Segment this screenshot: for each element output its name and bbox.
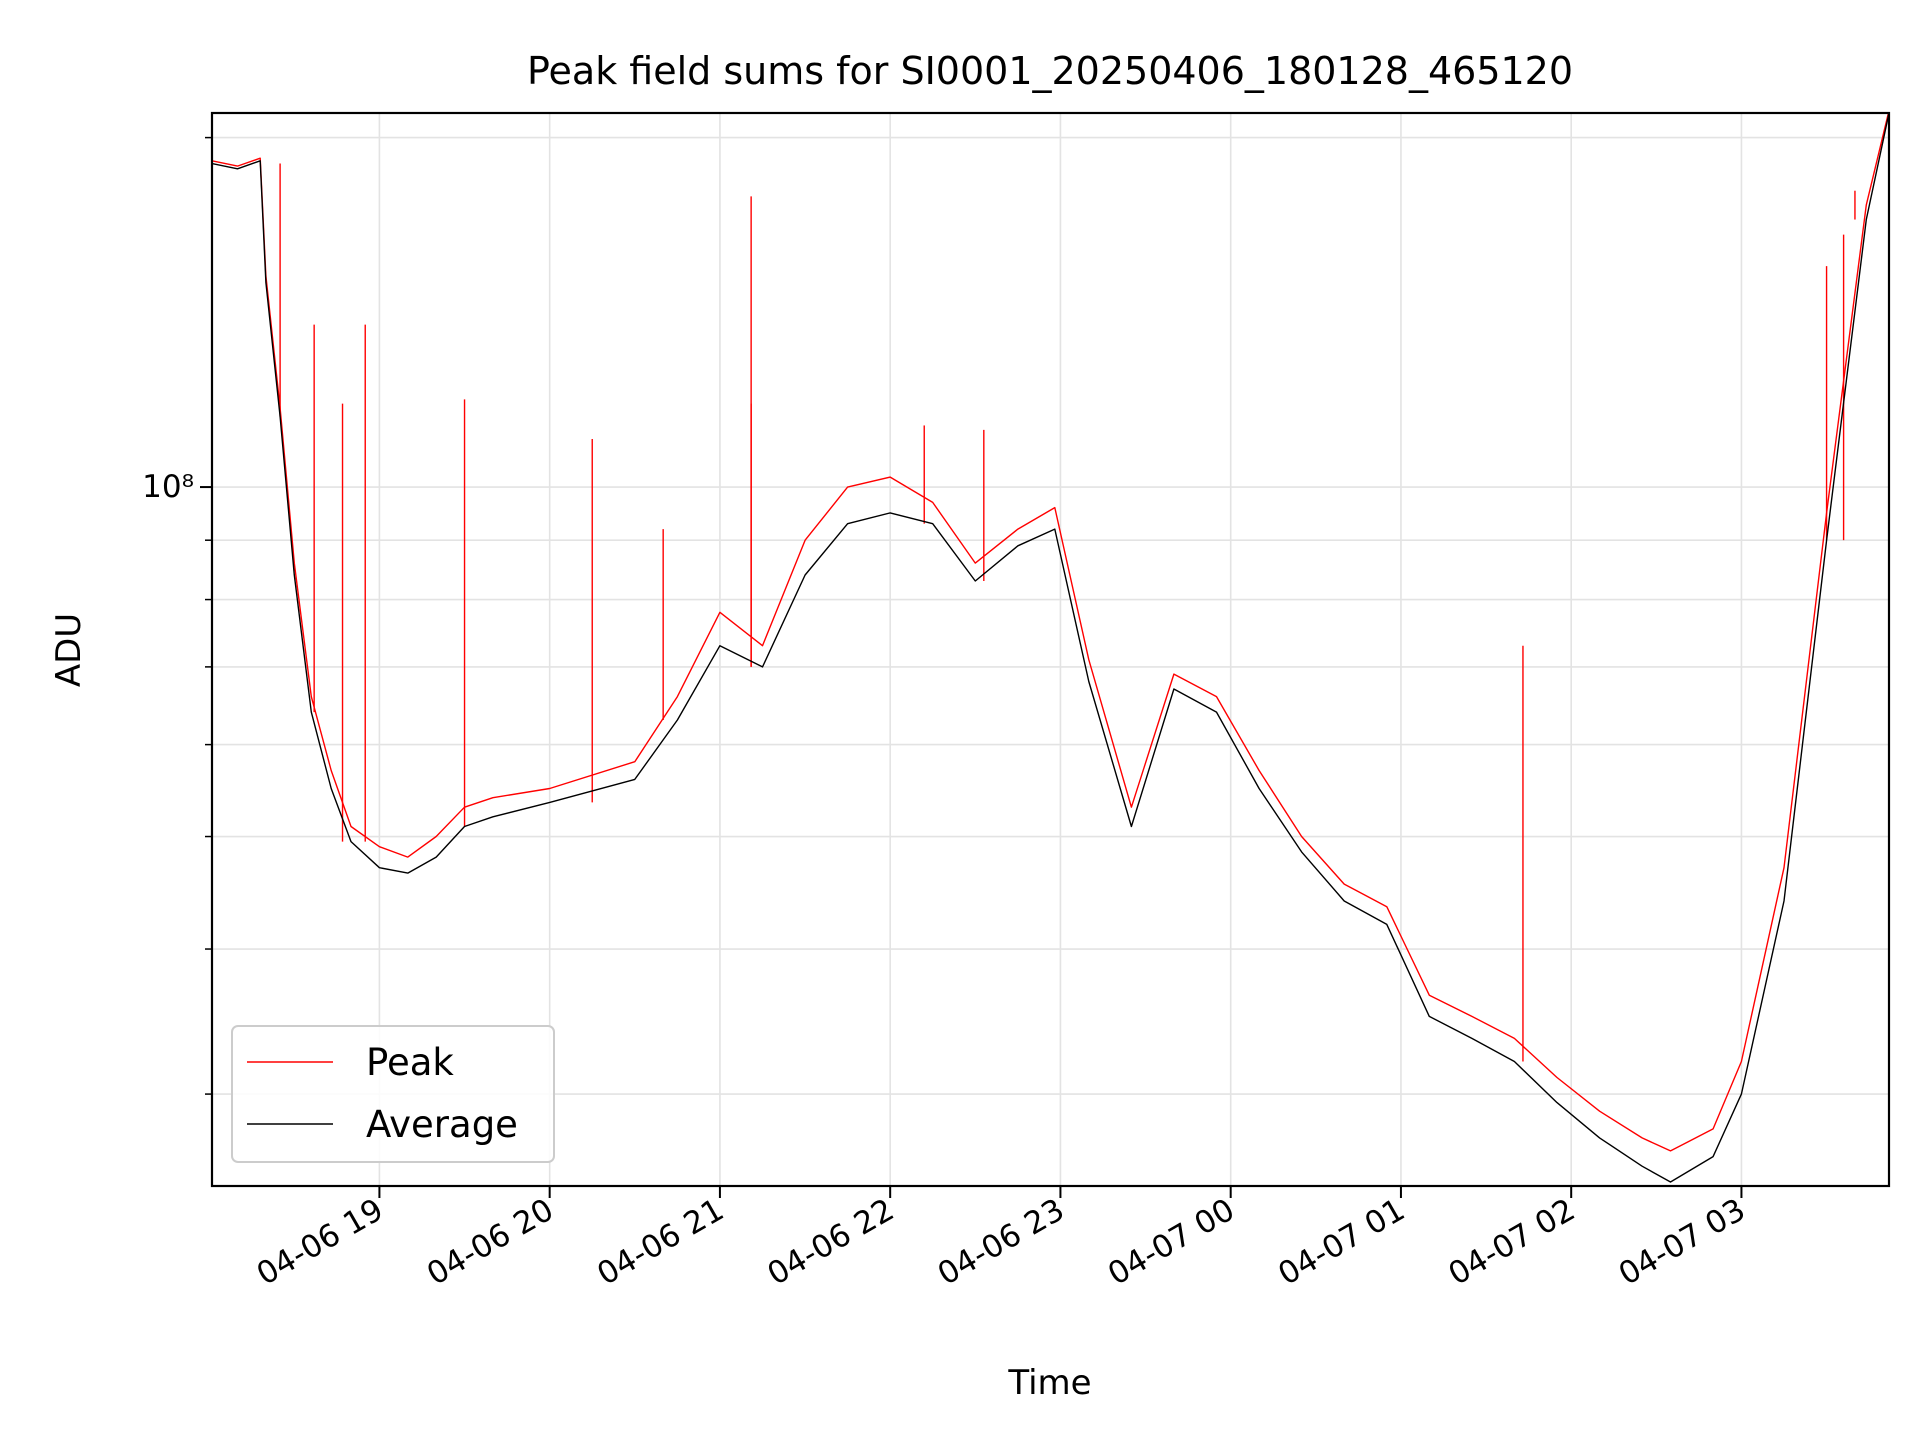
x-axis-label: Time: [1007, 1363, 1091, 1403]
peak-series-line: [212, 113, 1889, 1152]
legend-average-label: Average: [366, 1103, 518, 1146]
legend-peak-label: Peak: [366, 1041, 454, 1084]
chart-title: Peak field sums for SI0001_20250406_1801…: [527, 49, 1573, 93]
plot-frame: [210, 111, 1891, 1188]
average-series-line: [212, 113, 1889, 1183]
y-axis-label: ADU: [49, 613, 89, 687]
legend: Peak Average: [231, 1025, 555, 1163]
legend-frame: [231, 1025, 555, 1163]
y-tick-label: 10⁸: [142, 469, 194, 505]
series-lines: [212, 113, 1889, 1183]
grid-lines: [212, 113, 1889, 1186]
